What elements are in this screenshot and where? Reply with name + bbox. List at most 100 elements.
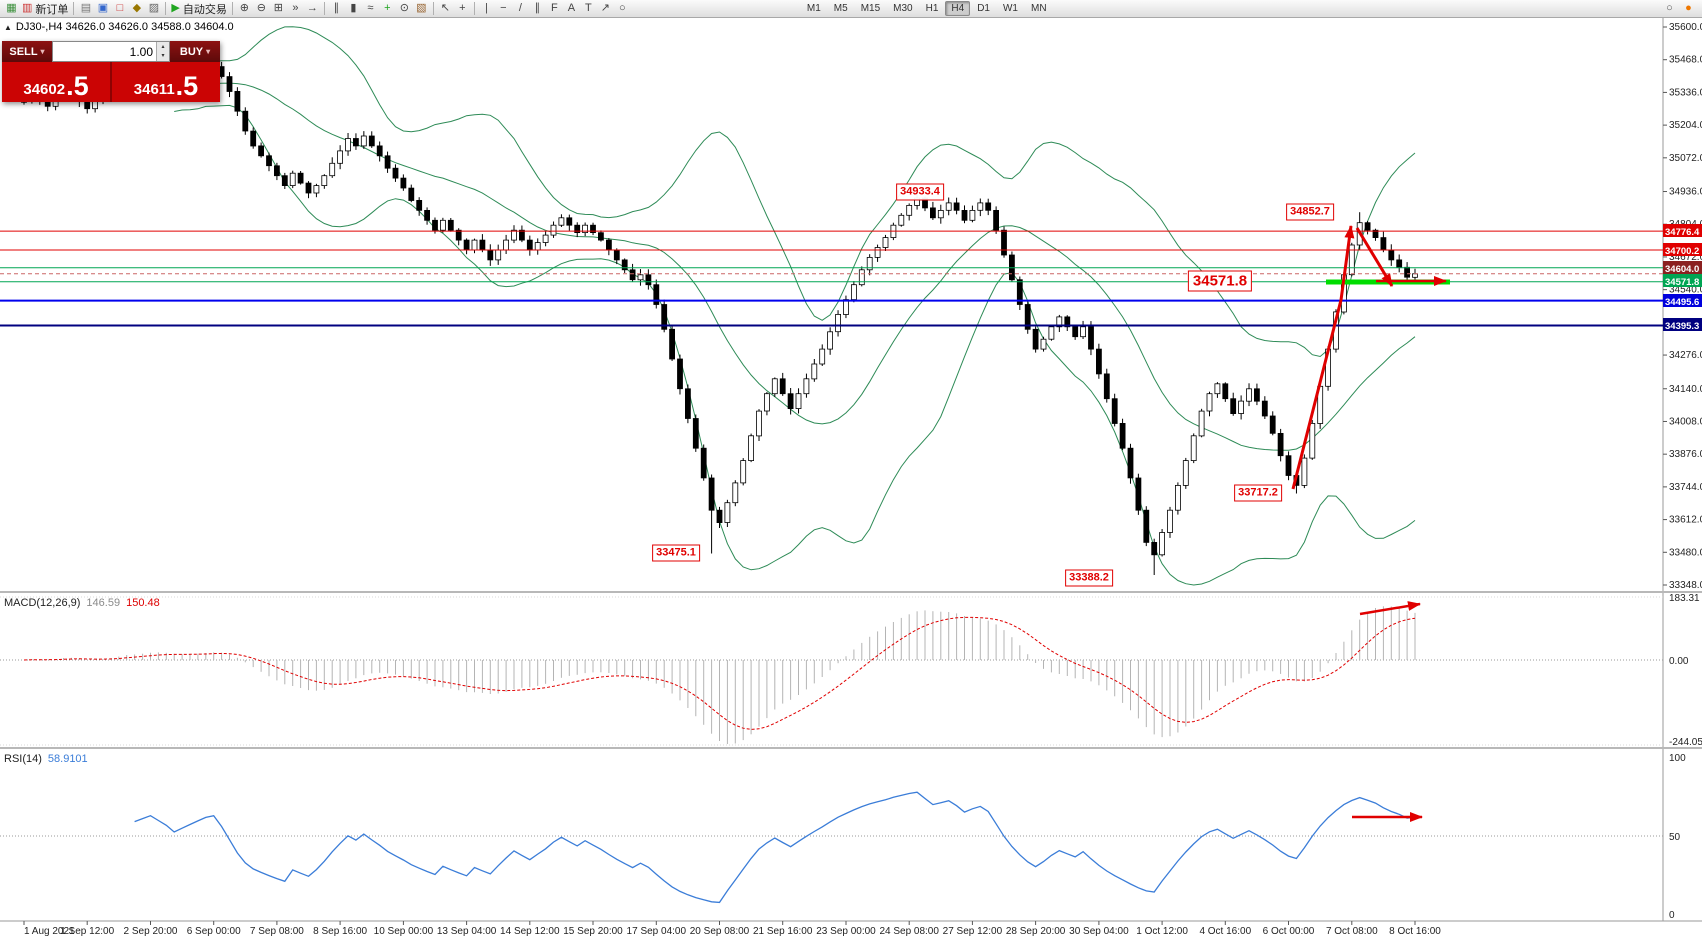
timeframe-h4[interactable]: H4 — [945, 1, 971, 16]
shapes-icon[interactable]: ○ — [614, 1, 631, 17]
timeframe-m30[interactable]: M30 — [893, 3, 913, 14]
rsi-splitter[interactable] — [0, 747, 1702, 749]
text-icon[interactable]: A — [563, 1, 580, 17]
lot-increase-button[interactable]: ▴ — [157, 42, 169, 52]
candle-body — [92, 100, 98, 110]
price-annotation[interactable]: 34571.8 — [1187, 270, 1253, 292]
candle-body — [226, 76, 233, 92]
sell-dropdown-caret: ▾ — [40, 47, 45, 56]
zoom-in-icon[interactable]: ⊕ — [236, 1, 253, 17]
candle-body — [882, 237, 889, 248]
auto-scroll-icon[interactable]: » — [287, 1, 304, 17]
buy-button[interactable]: BUY ▾ — [170, 41, 220, 62]
candle-body — [1111, 398, 1118, 424]
tile-windows-icon[interactable]: ⊞ — [270, 1, 287, 17]
candle-body — [84, 100, 91, 110]
price-annotation[interactable]: 33717.2 — [1234, 484, 1282, 502]
timeframe-m5[interactable]: M5 — [833, 3, 848, 14]
price-badge — [1663, 261, 1702, 274]
zoom-out-icon[interactable]: ⊖ — [253, 1, 270, 17]
svg-text:0: 0 — [1669, 910, 1675, 921]
indicators-icon[interactable]: + — [379, 1, 396, 17]
navigator-icon[interactable]: ◆ — [128, 1, 145, 17]
text-label-icon[interactable]: T — [580, 1, 597, 17]
cursor-icon[interactable]: ↖ — [437, 1, 454, 17]
arrows-tool-icon[interactable]: ↗ — [597, 1, 614, 17]
fibonacci-icon[interactable]: F — [546, 1, 563, 17]
svg-text:34140.0: 34140.0 — [1669, 384, 1702, 395]
pullback-down-arrow[interactable] — [1355, 227, 1394, 287]
svg-text:35336.0: 35336.0 — [1669, 87, 1702, 98]
candle-body — [1261, 400, 1268, 417]
candle-body — [266, 155, 272, 167]
autotrade-button-label: 自动交易 — [182, 3, 227, 16]
new-chart-icon[interactable]: ▦ — [3, 1, 20, 17]
svg-text:35468.0: 35468.0 — [1669, 55, 1702, 66]
buy-price-button[interactable]: 34611 .5 — [112, 62, 220, 102]
timeframe-mn[interactable]: MN — [1030, 3, 1047, 14]
lot-decrease-button[interactable]: ▾ — [157, 51, 169, 61]
lot-size-value[interactable]: 1.00 — [129, 44, 153, 59]
vertical-line-icon[interactable]: | — [478, 1, 495, 17]
sell-price-button[interactable]: 34602 .5 — [2, 62, 110, 102]
terminal-icon[interactable]: ▨ — [145, 1, 162, 17]
autotrade-button[interactable]: ▶ 自动交易 — [169, 1, 228, 17]
candle-body — [1412, 273, 1418, 278]
price-annotation[interactable]: 33388.2 — [1065, 569, 1113, 587]
macd-direction-arrow[interactable] — [1359, 601, 1421, 616]
candle-body — [1143, 509, 1150, 543]
templates-icon[interactable]: ▧ — [413, 1, 430, 17]
channel-icon[interactable]: ∥ — [529, 1, 546, 17]
svg-text:0.00: 0.00 — [1669, 656, 1689, 667]
crosshair-icon[interactable]: + — [454, 1, 471, 17]
horizontal-line-icon[interactable]: − — [495, 1, 512, 17]
line-chart-icon[interactable]: ≈ — [362, 1, 379, 17]
candle-body — [542, 234, 549, 243]
charts-grid-icon[interactable]: ▤ — [77, 1, 94, 17]
candle-body — [669, 328, 675, 360]
timeframe-h1[interactable]: H1 — [925, 3, 939, 14]
price-annotation[interactable]: 33475.1 — [652, 544, 700, 562]
chart-shift-icon[interactable]: → — [304, 1, 321, 17]
chart-background — [0, 18, 1702, 939]
sell-price-fraction: .5 — [66, 71, 89, 102]
candle-body — [1238, 400, 1244, 414]
timeframe-d1[interactable]: D1 — [977, 3, 990, 14]
new-order-button[interactable]: ▥ 新订单 — [20, 1, 70, 17]
candle-body — [526, 239, 533, 251]
update-icon[interactable]: ● — [1680, 1, 1697, 17]
vertical-line-icon: | — [484, 2, 488, 14]
candle-body — [1404, 266, 1410, 278]
candle-body — [582, 224, 588, 233]
candle-body — [1072, 326, 1079, 338]
price-annotation[interactable]: 34933.4 — [896, 183, 944, 201]
macd-splitter[interactable] — [0, 591, 1702, 593]
search-icon[interactable]: ○ — [1661, 1, 1678, 17]
trendline-icon[interactable]: / — [512, 1, 529, 17]
market-watch-icon[interactable]: □ — [111, 1, 128, 17]
timeframe-m15[interactable]: M15 — [860, 3, 881, 14]
timeframe-w1[interactable]: W1 — [1002, 3, 1018, 14]
rally-up-arrow[interactable] — [1291, 225, 1355, 490]
candlestick-chart-icon[interactable]: ▮ — [345, 1, 362, 17]
lot-size-field[interactable]: 1.00 ▴ ▾ — [52, 41, 170, 62]
svg-text:28 Sep 20:00: 28 Sep 20:00 — [1006, 926, 1066, 937]
timeframe-m1[interactable]: M1 — [806, 3, 821, 14]
price-annotation[interactable]: 34852.7 — [1286, 203, 1334, 221]
profiles-icon[interactable]: ▣ — [94, 1, 111, 17]
candle-body — [1119, 422, 1126, 449]
sell-button[interactable]: SELL ▾ — [2, 41, 52, 62]
bar-chart-icon: ∥ — [333, 2, 340, 14]
charts-grid-icon: ▤ — [80, 2, 92, 14]
svg-text:4 Oct 16:00: 4 Oct 16:00 — [1199, 926, 1251, 937]
bar-chart-icon[interactable]: ∥ — [328, 1, 345, 17]
periods-icon[interactable]: ⊙ — [396, 1, 413, 17]
candlestick-chart-icon: ▮ — [350, 2, 357, 14]
candle-body — [503, 239, 510, 251]
candle-body — [242, 110, 249, 132]
svg-text:8 Oct 16:00: 8 Oct 16:00 — [1389, 926, 1441, 937]
toolbar-separator — [323, 2, 325, 15]
svg-text:1 Sep 12:00: 1 Sep 12:00 — [60, 926, 114, 937]
candle-body — [1096, 348, 1102, 375]
